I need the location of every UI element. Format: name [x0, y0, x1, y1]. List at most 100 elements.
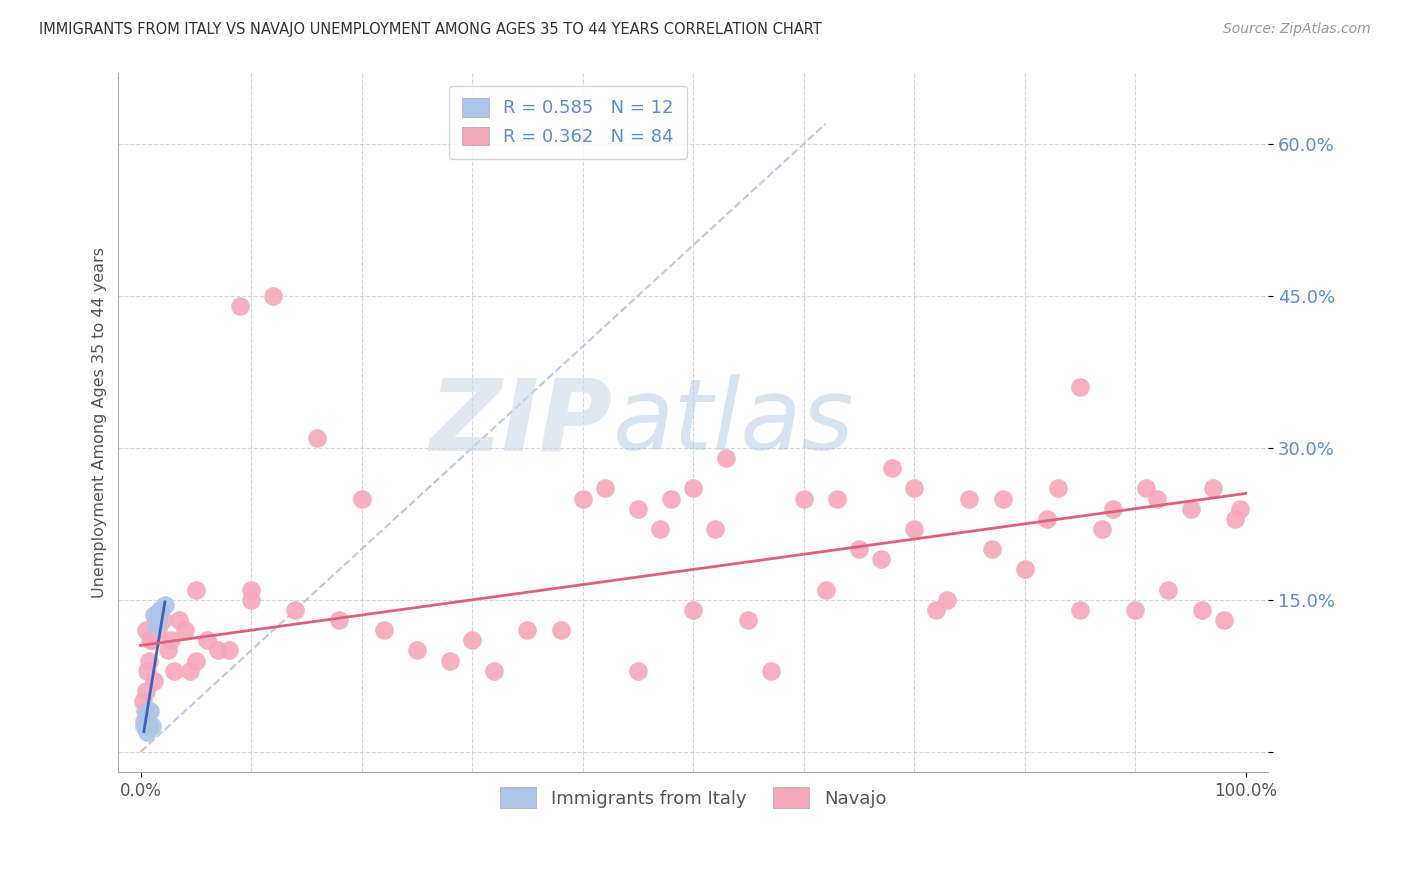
Point — [716, 450, 738, 465]
Point — [704, 522, 727, 536]
Point — [218, 643, 240, 657]
Point — [136, 664, 159, 678]
Point — [184, 582, 207, 597]
Point — [149, 603, 172, 617]
Point — [903, 482, 925, 496]
Point — [134, 704, 156, 718]
Point — [1123, 603, 1146, 617]
Point — [991, 491, 1014, 506]
Point — [142, 607, 165, 622]
Point — [825, 491, 848, 506]
Point — [793, 491, 815, 506]
Point — [135, 684, 157, 698]
Point — [240, 582, 263, 597]
Point — [135, 624, 157, 638]
Point — [903, 522, 925, 536]
Point — [139, 704, 162, 718]
Point — [1180, 501, 1202, 516]
Point — [141, 719, 163, 733]
Point — [550, 624, 572, 638]
Point — [1223, 512, 1246, 526]
Point — [132, 719, 155, 733]
Point — [925, 603, 948, 617]
Text: Source: ZipAtlas.com: Source: ZipAtlas.com — [1223, 22, 1371, 37]
Point — [1157, 582, 1180, 597]
Point — [152, 613, 174, 627]
Point — [173, 624, 195, 638]
Point — [814, 582, 837, 597]
Point — [307, 431, 329, 445]
Y-axis label: Unemployment Among Ages 35 to 44 years: Unemployment Among Ages 35 to 44 years — [93, 247, 107, 598]
Point — [1036, 512, 1059, 526]
Point — [959, 491, 981, 506]
Point — [135, 709, 157, 723]
Point — [1191, 603, 1213, 617]
Point — [484, 664, 506, 678]
Legend: Immigrants from Italy, Navajo: Immigrants from Italy, Navajo — [492, 780, 894, 815]
Point — [1229, 501, 1251, 516]
Point — [160, 633, 183, 648]
Point — [1201, 482, 1223, 496]
Point — [136, 724, 159, 739]
Point — [1014, 562, 1036, 576]
Point — [139, 633, 162, 648]
Point — [627, 501, 650, 516]
Point — [759, 664, 782, 678]
Point — [284, 603, 307, 617]
Point — [1069, 380, 1091, 394]
Point — [157, 643, 180, 657]
Point — [229, 299, 252, 313]
Point — [145, 618, 167, 632]
Point — [163, 664, 186, 678]
Point — [405, 643, 427, 657]
Point — [439, 654, 461, 668]
Point — [627, 664, 650, 678]
Point — [571, 491, 593, 506]
Point — [167, 613, 190, 627]
Point — [882, 461, 904, 475]
Point — [142, 673, 165, 688]
Point — [148, 613, 170, 627]
Point — [1046, 482, 1069, 496]
Point — [848, 542, 870, 557]
Point — [682, 482, 704, 496]
Point — [1069, 603, 1091, 617]
Point — [145, 613, 167, 627]
Point — [179, 664, 201, 678]
Point — [516, 624, 538, 638]
Point — [207, 643, 229, 657]
Point — [136, 704, 159, 718]
Point — [870, 552, 893, 566]
Point — [195, 633, 218, 648]
Point — [136, 704, 159, 718]
Point — [648, 522, 671, 536]
Point — [350, 491, 373, 506]
Text: IMMIGRANTS FROM ITALY VS NAVAJO UNEMPLOYMENT AMONG AGES 35 TO 44 YEARS CORRELATI: IMMIGRANTS FROM ITALY VS NAVAJO UNEMPLOY… — [39, 22, 823, 37]
Point — [593, 482, 616, 496]
Point — [1135, 482, 1157, 496]
Point — [240, 592, 263, 607]
Point — [138, 719, 160, 733]
Text: atlas: atlas — [613, 374, 855, 471]
Point — [373, 624, 395, 638]
Point — [936, 592, 959, 607]
Point — [1146, 491, 1168, 506]
Point — [461, 633, 484, 648]
Point — [132, 714, 155, 729]
Text: ZIP: ZIP — [430, 374, 613, 471]
Point — [149, 603, 172, 617]
Point — [146, 613, 169, 627]
Point — [1091, 522, 1114, 536]
Point — [1102, 501, 1125, 516]
Point — [682, 603, 704, 617]
Point — [737, 613, 759, 627]
Point — [148, 624, 170, 638]
Point — [659, 491, 682, 506]
Point — [153, 598, 176, 612]
Point — [132, 694, 155, 708]
Point — [184, 654, 207, 668]
Point — [138, 654, 160, 668]
Point — [262, 289, 284, 303]
Point — [328, 613, 350, 627]
Point — [1212, 613, 1234, 627]
